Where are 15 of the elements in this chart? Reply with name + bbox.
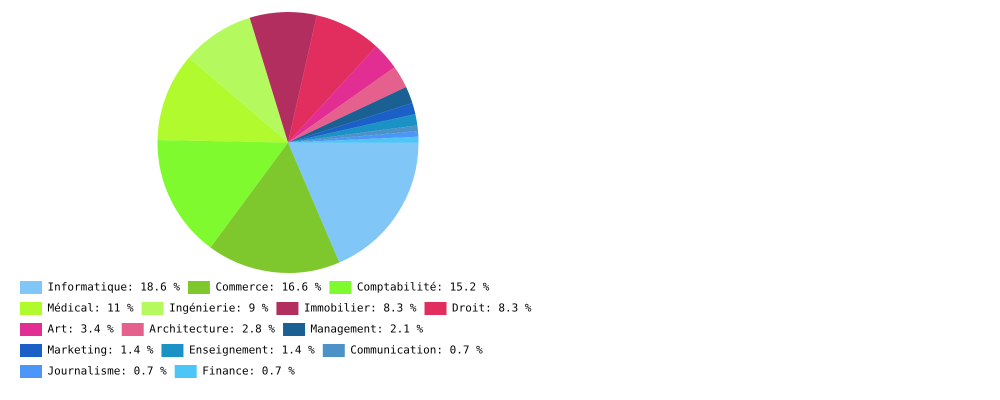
legend-label: Immobilier: 8.3 % bbox=[304, 301, 417, 314]
legend-label: Architecture: 2.8 % bbox=[149, 322, 276, 336]
legend-label: Comptabilité: 15.2 % bbox=[356, 280, 490, 294]
legend-label: Enseignement: 1.4 % bbox=[188, 343, 316, 356]
legend-label: Management: 2.1 % bbox=[310, 322, 424, 336]
legend-label: Marketing: 1.4 % bbox=[48, 343, 154, 356]
legend-label: Communication: 0.7 % bbox=[350, 343, 484, 356]
legend-label: Journalisme: 0.7 % bbox=[48, 364, 168, 378]
legend-label: Commerce: 16.6 % bbox=[215, 280, 322, 294]
legend-label: Droit: 8.3 % bbox=[452, 301, 532, 314]
legend-label: Finance: 0.7 % bbox=[202, 364, 296, 378]
legend-label: Art: 3.4 % bbox=[48, 322, 114, 336]
legend-label: Médical: 11 % bbox=[48, 301, 134, 314]
legend-label: Informatique: 18.6 % bbox=[48, 280, 180, 294]
legend-label: Ingénierie: 9 % bbox=[169, 301, 269, 314]
